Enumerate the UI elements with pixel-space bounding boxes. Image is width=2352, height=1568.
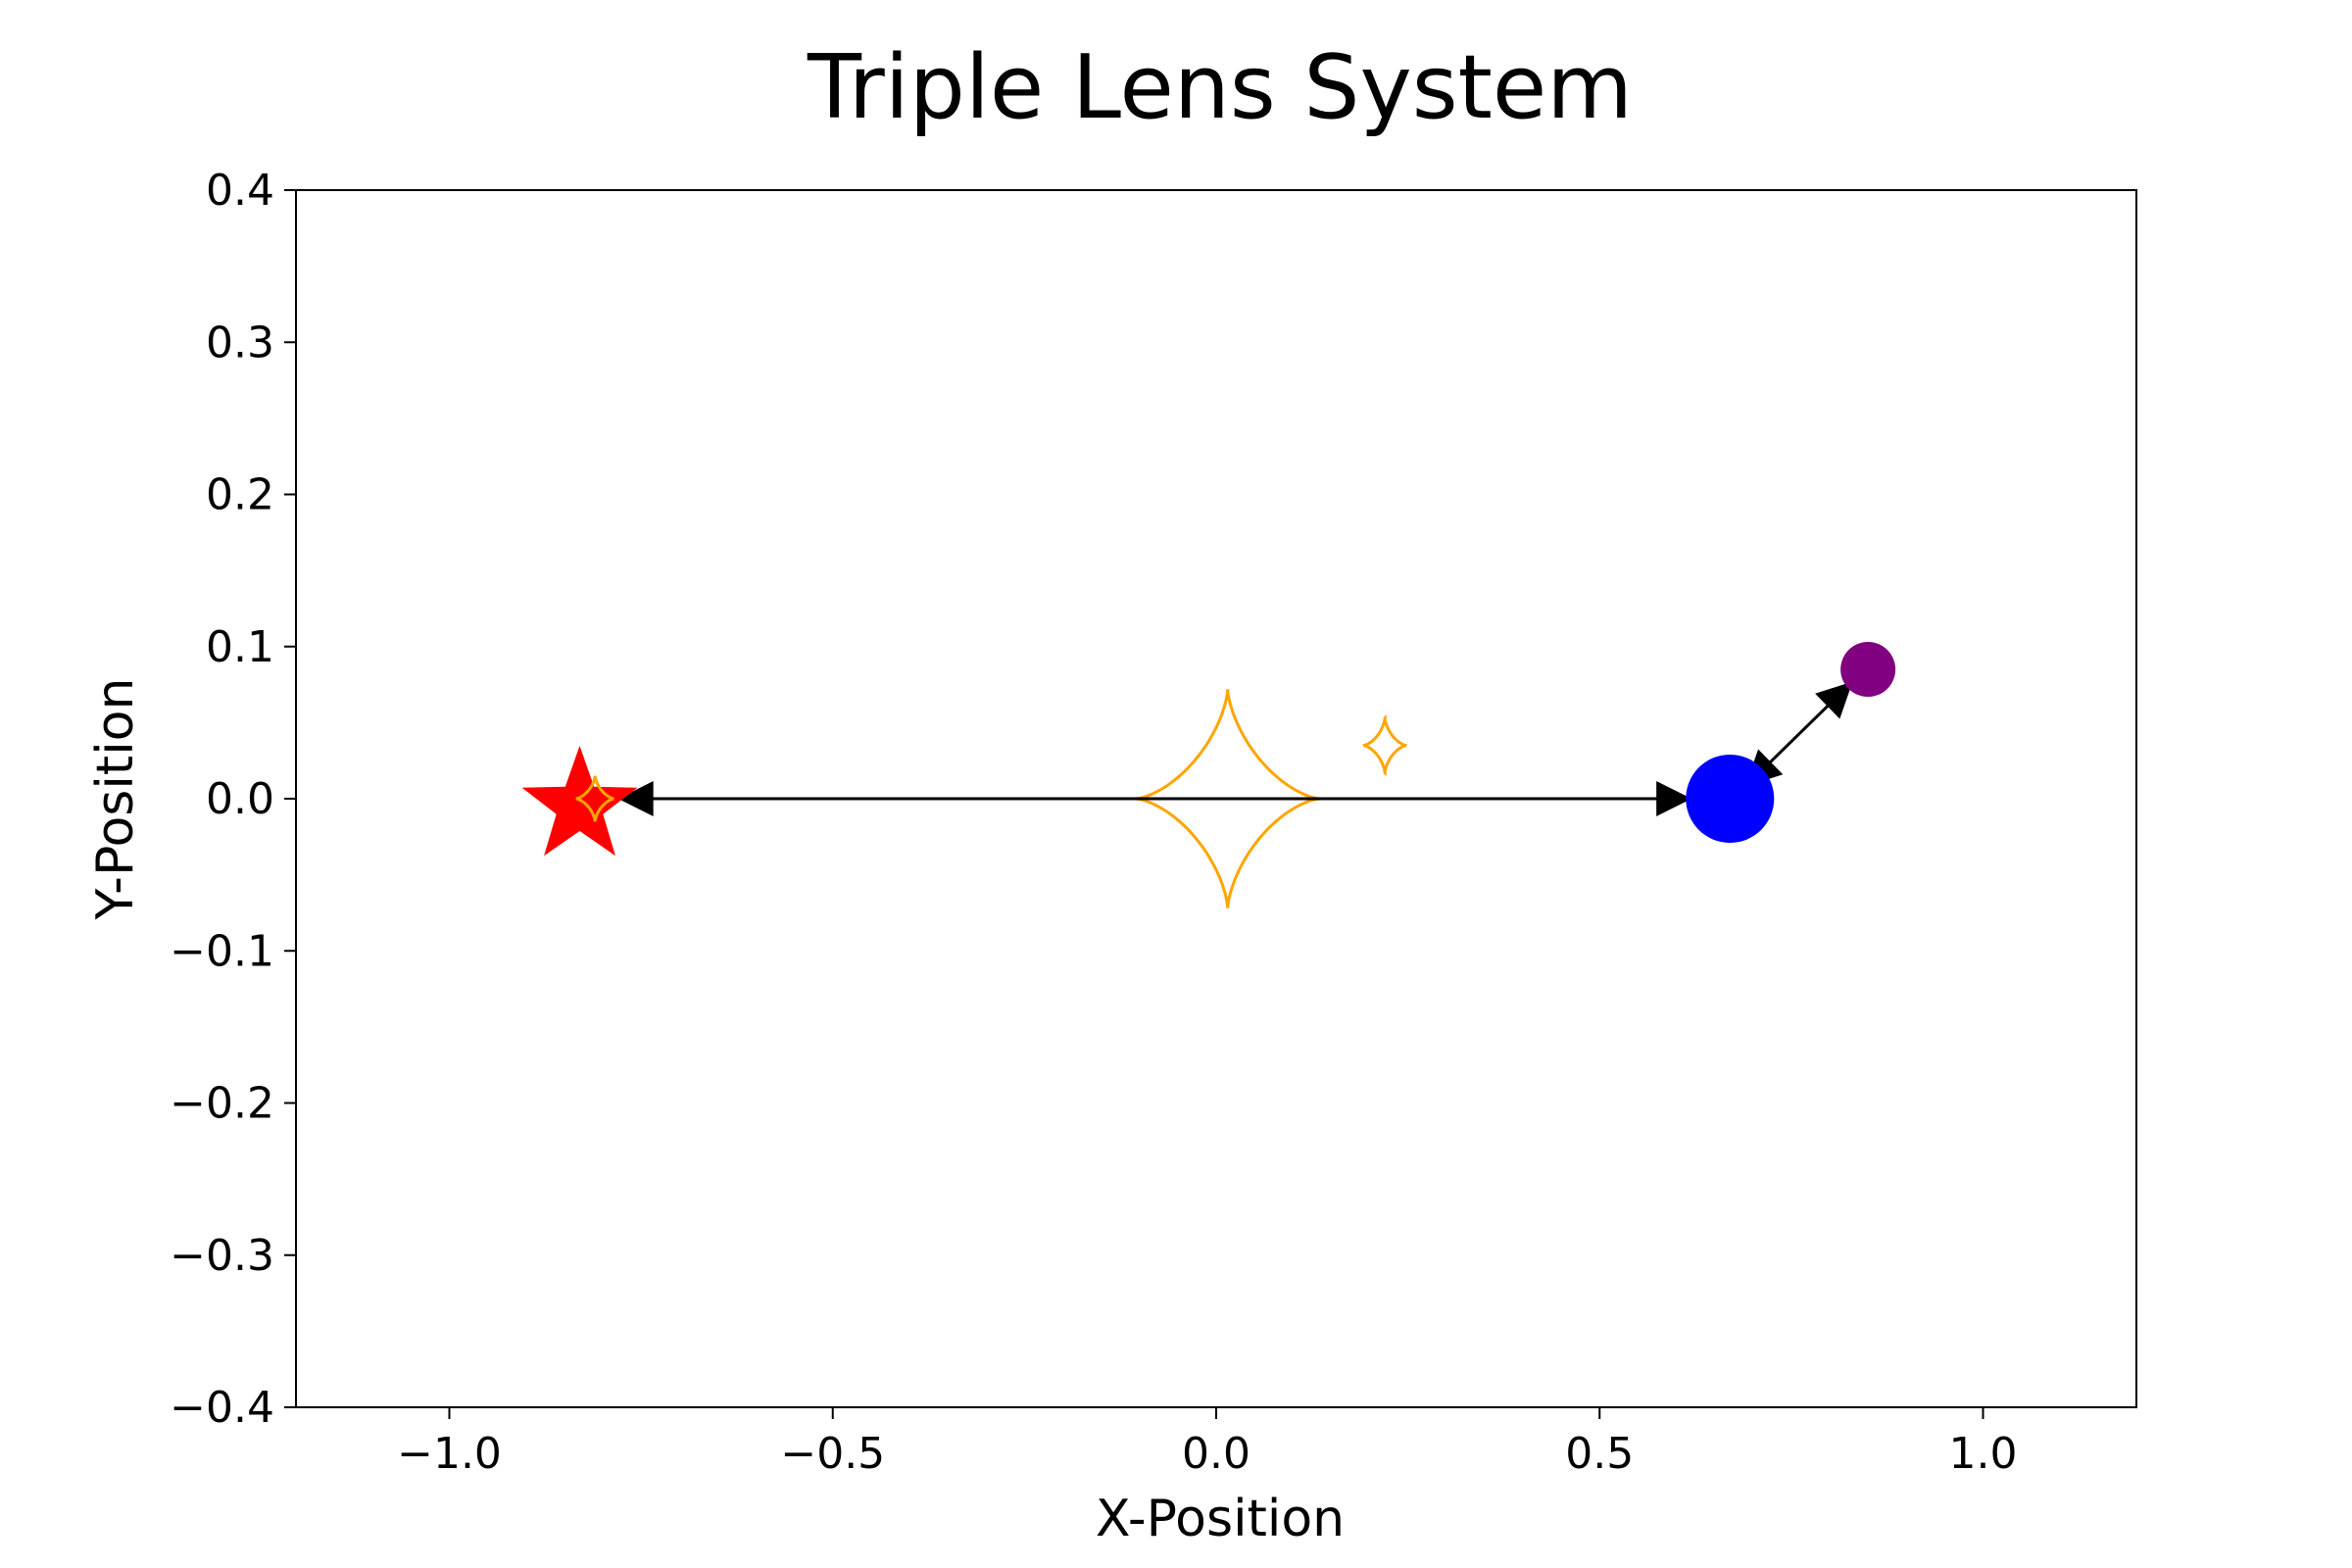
x-tick-label: 0.5 [1565, 1429, 1634, 1479]
y-tick-label: −0.1 [170, 926, 274, 976]
x-tick-label: −1.0 [397, 1429, 502, 1479]
chart-marks [521, 642, 1896, 908]
x-axis-label: X-Position [1096, 1490, 1345, 1548]
y-tick-label: 0.1 [206, 622, 274, 672]
y-tick-label: 0.3 [206, 318, 274, 368]
lens-circle-marker-2 [1840, 642, 1896, 698]
y-tick-label: 0.2 [206, 470, 274, 520]
caustic-curve-2 [1362, 714, 1408, 777]
y-tick-label: −0.4 [170, 1383, 274, 1433]
separation-arrow-2 [1743, 680, 1854, 788]
x-tick-label: −0.5 [780, 1429, 885, 1479]
y-tick-label: 0.0 [206, 774, 274, 824]
x-tick-label: 0.0 [1182, 1429, 1250, 1479]
axis-ticks: −1.0 −0.5 0.0 0.5 1.0 0.4 0.3 0.2 0.1 0.0 −0.1 −0.2… [170, 166, 2137, 1479]
x-tick-label: 1.0 [1949, 1429, 2018, 1479]
caustic-curve-1 [1135, 689, 1320, 908]
chart-title: Triple Lens System [807, 36, 1633, 139]
y-tick-label: 0.4 [206, 166, 274, 216]
lens-circle-marker-1 [1686, 755, 1775, 843]
y-tick-label: −0.2 [170, 1079, 274, 1129]
caustic-curve-on-star [575, 775, 614, 822]
y-axis-label: Y-Position [86, 678, 145, 921]
y-tick-label: −0.3 [170, 1231, 274, 1281]
